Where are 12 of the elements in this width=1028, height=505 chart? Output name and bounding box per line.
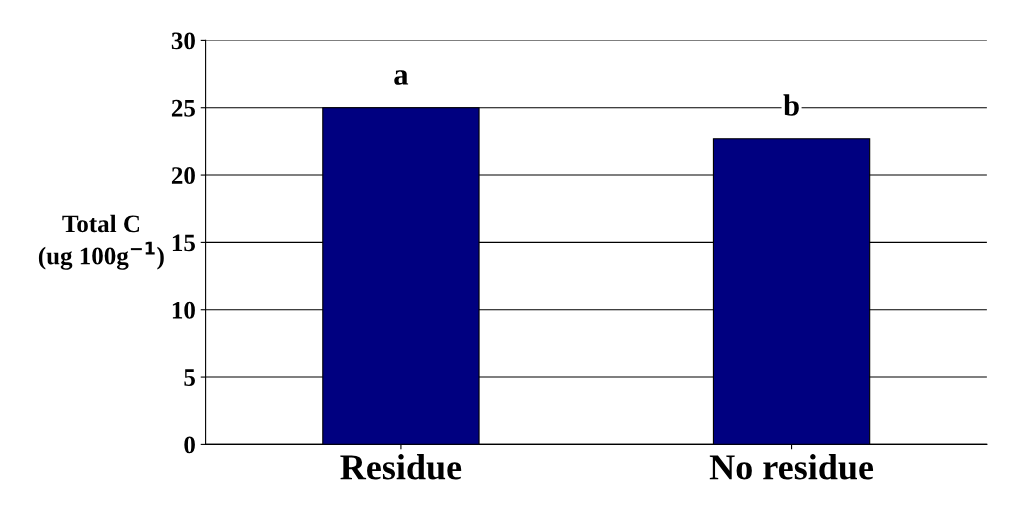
x-tick-label: Residue xyxy=(340,454,462,480)
y-tick-label: 30 xyxy=(171,32,195,50)
y-tick-label: 5 xyxy=(184,369,195,386)
y-tick-label: 20 xyxy=(171,167,195,184)
y-tick-label: 10 xyxy=(172,301,195,319)
annotation: a xyxy=(394,70,409,85)
y-tick-label: 0 xyxy=(184,436,195,454)
y-axis-title: Total C (ug 100g$^{−1}$) xyxy=(38,214,164,270)
x-tick-label: No residue xyxy=(709,454,874,480)
y-tick-label: 15 xyxy=(172,234,195,252)
y-tick-label: 25 xyxy=(171,99,195,117)
annotation: b xyxy=(783,94,799,116)
